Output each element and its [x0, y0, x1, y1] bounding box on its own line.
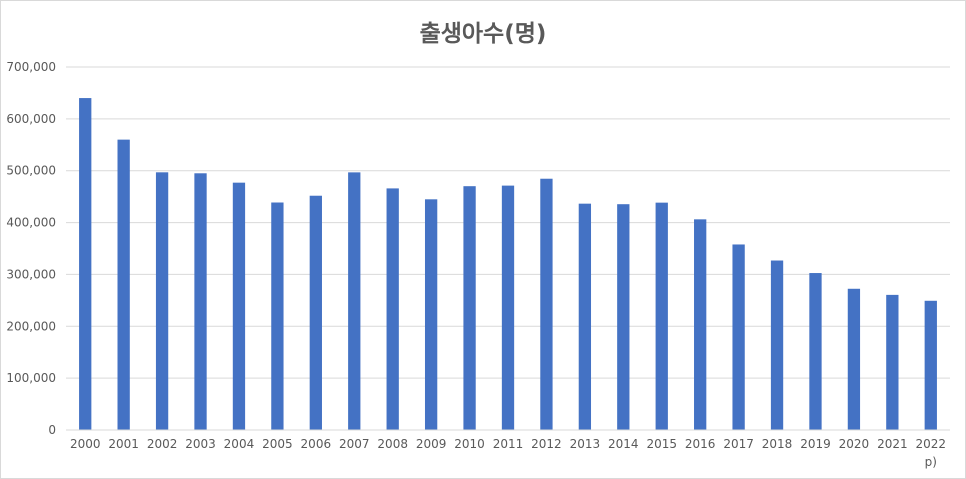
bar: [309, 195, 322, 430]
bar: [79, 98, 92, 431]
bar: [155, 172, 169, 430]
x-tick-label: 2018: [762, 437, 793, 451]
y-tick-label: 600,000: [6, 112, 56, 126]
bar: [809, 273, 822, 430]
x-tick-label: 2001: [108, 437, 139, 451]
x-tick-label: 2013: [570, 437, 601, 451]
y-tick-label: 100,000: [6, 371, 56, 385]
y-tick-label: 400,000: [6, 216, 56, 230]
x-tick-label: 2002: [147, 437, 178, 451]
x-tick-label: 2006: [301, 437, 332, 451]
bar: [232, 182, 246, 430]
bar: [655, 202, 668, 430]
x-tick-label: 2017: [723, 437, 754, 451]
x-tick-label: 2020: [839, 437, 870, 451]
bar: [194, 173, 207, 431]
x-tick-label: 2012: [531, 437, 562, 451]
x-tick-note: p): [925, 455, 937, 469]
bar: [694, 219, 707, 430]
bar: [847, 288, 861, 430]
bar: [617, 204, 630, 430]
x-tick-label: 2015: [646, 437, 677, 451]
x-tick-label: 2019: [800, 437, 831, 451]
bar: [578, 203, 592, 430]
x-tick-label: 2021: [877, 437, 908, 451]
bar: [424, 199, 438, 430]
x-tick-label: 2009: [416, 437, 447, 451]
bar: [770, 260, 784, 430]
chart-title: 출생아수(명): [419, 21, 547, 47]
x-tick-label: 2000: [70, 437, 101, 451]
bar: [348, 172, 361, 430]
x-tick-label: 2003: [185, 437, 216, 451]
bar: [886, 294, 899, 430]
bar: [540, 178, 553, 430]
y-tick-label: 300,000: [6, 267, 56, 281]
bar: [924, 300, 937, 430]
bar: [501, 185, 515, 430]
y-tick-label: 0: [48, 423, 56, 437]
x-tick-label: 2011: [493, 437, 524, 451]
x-tick-label: 2010: [454, 437, 485, 451]
bar: [732, 244, 745, 430]
x-tick-label: 2014: [608, 437, 639, 451]
bar: [386, 188, 399, 430]
x-tick-label: 2016: [685, 437, 716, 451]
x-tick-label: 2005: [262, 437, 293, 451]
y-tick-label: 500,000: [6, 164, 56, 178]
bar: [271, 202, 284, 430]
bar: [463, 186, 476, 430]
x-tick-label: 2007: [339, 437, 370, 451]
y-tick-label: 700,000: [6, 60, 56, 74]
x-tick-label: 2022: [916, 437, 947, 451]
x-tick-label: 2008: [377, 437, 408, 451]
x-tick-label: 2004: [224, 437, 255, 451]
bar: [117, 139, 130, 431]
y-tick-label: 200,000: [6, 319, 56, 333]
